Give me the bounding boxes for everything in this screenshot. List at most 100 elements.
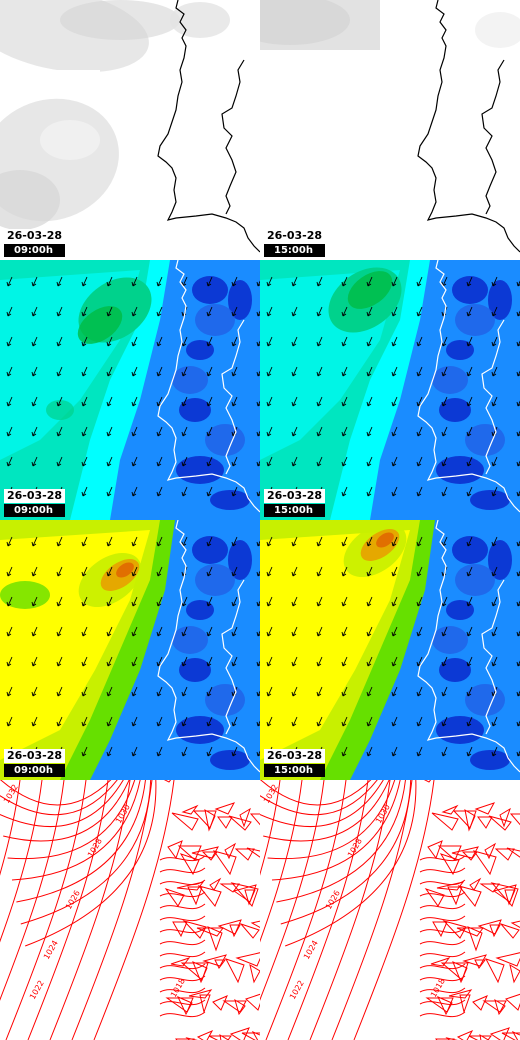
wind-arrow-icon bbox=[466, 596, 473, 607]
wind-arrow-icon bbox=[181, 656, 188, 667]
wind-gusts-panel-1: 26-03-28 09:00h bbox=[0, 520, 260, 780]
wind-arrow-icon bbox=[31, 396, 38, 407]
wind-arrow-icon bbox=[81, 536, 88, 547]
wind-arrow-icon bbox=[181, 686, 188, 697]
wind-arrow-icon bbox=[81, 566, 88, 577]
wind-arrow-icon bbox=[466, 626, 473, 637]
wind-arrow-field bbox=[6, 276, 260, 497]
wind-arrow-icon bbox=[391, 626, 398, 637]
forecast-date: 26-03-28 bbox=[4, 489, 66, 503]
wind-arrow-icon bbox=[56, 566, 63, 577]
wind-arrow-icon bbox=[6, 456, 13, 467]
wind-arrow-icon bbox=[231, 456, 238, 467]
wind-arrow-icon bbox=[256, 630, 260, 637]
wind-arrow-icon bbox=[131, 716, 138, 727]
wind-arrow-icon bbox=[316, 396, 323, 407]
wind-arrow-icon bbox=[391, 486, 398, 497]
time-stamp: 26-03-28 09:00h bbox=[4, 489, 66, 517]
wind-arrow-icon bbox=[366, 536, 373, 547]
wind-arrow-icon bbox=[81, 426, 88, 437]
wind-arrow-icon bbox=[106, 656, 113, 667]
wind-arrow-icon bbox=[131, 396, 138, 407]
wind-arrow-icon bbox=[81, 656, 88, 667]
wind-arrow-icon bbox=[466, 396, 473, 407]
wind-arrow-icon bbox=[416, 626, 423, 637]
wind-arrow-icon bbox=[266, 396, 273, 407]
wind-arrow-icon bbox=[56, 396, 63, 407]
wind-arrow-icon bbox=[491, 566, 498, 577]
wind-arrow-icon bbox=[366, 746, 373, 757]
wind-arrow-icon bbox=[266, 276, 273, 287]
wind-arrow-icon bbox=[56, 536, 63, 547]
wind-arrow-icon bbox=[416, 716, 423, 727]
wind-arrow-icon bbox=[291, 626, 298, 637]
wind-arrow-icon bbox=[491, 276, 498, 287]
wind-arrow-icon bbox=[256, 280, 260, 287]
wind-arrow-icon bbox=[416, 686, 423, 697]
wind-gusts-map bbox=[0, 520, 260, 780]
wind-arrow-icon bbox=[466, 536, 473, 547]
wind-arrow-icon bbox=[266, 536, 273, 547]
wind-arrow-icon bbox=[341, 626, 348, 637]
wind-speed-panel-2: 26-03-28 15:00h bbox=[260, 260, 520, 520]
wind-arrow-icon bbox=[56, 456, 63, 467]
wind-arrow-icon bbox=[81, 716, 88, 727]
wind-arrow-icon bbox=[156, 746, 163, 757]
wind-arrow-icon bbox=[156, 366, 163, 377]
wind-arrow-icon bbox=[256, 570, 260, 577]
wind-arrow-icon bbox=[156, 486, 163, 497]
wind-arrow-icon bbox=[416, 426, 423, 437]
wind-arrow-icon bbox=[366, 336, 373, 347]
wind-arrow-icon bbox=[316, 456, 323, 467]
wind-arrow-icon bbox=[341, 366, 348, 377]
wind-arrow-icon bbox=[291, 716, 298, 727]
wind-arrow-icon bbox=[441, 366, 448, 377]
wind-arrow-icon bbox=[316, 566, 323, 577]
wind-arrow-icon bbox=[316, 306, 323, 317]
wind-arrow-field bbox=[266, 276, 520, 497]
wind-arrow-icon bbox=[266, 306, 273, 317]
wind-arrow-icon bbox=[206, 366, 213, 377]
wind-arrow-icon bbox=[416, 336, 423, 347]
cloud-cover-panel-1: 26-03-28 09:00h bbox=[0, 0, 260, 260]
wind-arrow-icon bbox=[131, 336, 138, 347]
wind-arrow-icon bbox=[441, 626, 448, 637]
wind-arrow-icon bbox=[491, 336, 498, 347]
wind-arrow-icon bbox=[6, 536, 13, 547]
wind-arrow-icon bbox=[156, 686, 163, 697]
wind-arrow-icon bbox=[206, 276, 213, 287]
wind-arrow-icon bbox=[316, 426, 323, 437]
wind-arrow-icon bbox=[291, 276, 298, 287]
wind-arrow-icon bbox=[416, 486, 423, 497]
wind-arrow-icon bbox=[291, 686, 298, 697]
wind-arrow-icon bbox=[81, 626, 88, 637]
wind-arrow-icon bbox=[106, 396, 113, 407]
wind-arrow-icon bbox=[6, 566, 13, 577]
wind-arrow-icon bbox=[491, 306, 498, 317]
wind-arrow-icon bbox=[416, 306, 423, 317]
wind-arrow-icon bbox=[156, 716, 163, 727]
wind-arrow-icon bbox=[441, 686, 448, 697]
wind-arrow-icon bbox=[81, 686, 88, 697]
wind-arrow-icon bbox=[6, 716, 13, 727]
wind-arrow-icon bbox=[366, 596, 373, 607]
wind-arrow-icon bbox=[366, 626, 373, 637]
wind-arrow-icon bbox=[466, 656, 473, 667]
forecast-time: 09:00h bbox=[4, 244, 66, 257]
wind-arrow-icon bbox=[316, 626, 323, 637]
wind-arrow-icon bbox=[231, 396, 238, 407]
wind-arrow-icon bbox=[256, 310, 260, 317]
forecast-time: 09:00h bbox=[4, 504, 66, 517]
wind-arrow-icon bbox=[391, 686, 398, 697]
wind-arrow-icon bbox=[231, 716, 238, 727]
wind-arrow-icon bbox=[156, 306, 163, 317]
wind-arrow-icon bbox=[206, 596, 213, 607]
wind-arrow-icon bbox=[491, 746, 498, 757]
wind-arrow-icon bbox=[181, 456, 188, 467]
wind-arrow-icon bbox=[6, 306, 13, 317]
wind-arrow-icon bbox=[466, 716, 473, 727]
wind-arrow-icon bbox=[256, 600, 260, 607]
wind-arrow-icon bbox=[341, 456, 348, 467]
wind-arrow-icon bbox=[391, 596, 398, 607]
